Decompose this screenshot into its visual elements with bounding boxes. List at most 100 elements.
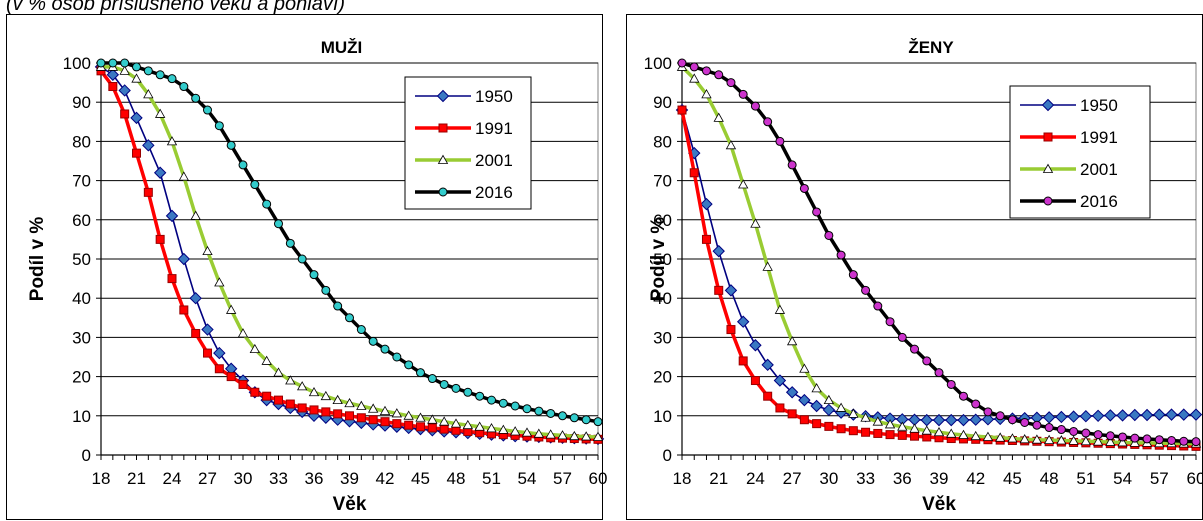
legend-item-1991: 1991 — [415, 119, 513, 138]
y-tick-label: 60 — [72, 211, 91, 230]
series-2001 — [95, 61, 604, 441]
data-point — [309, 270, 319, 280]
legend: 1950 1991 2001 2016 — [1009, 85, 1151, 219]
data-point — [154, 108, 166, 118]
data-point — [190, 210, 201, 220]
data-point — [203, 105, 212, 115]
legend-label: 1950 — [475, 87, 513, 106]
data-point — [1056, 435, 1067, 445]
data-point — [462, 419, 474, 430]
legend-item-1950: 1950 — [1020, 96, 1118, 115]
x-tick-label: 27 — [198, 469, 217, 488]
y-tick-label: 100 — [644, 54, 672, 73]
x-tick-label: 60 — [589, 469, 608, 488]
x-tick-label: 33 — [856, 469, 875, 488]
data-point — [332, 394, 343, 405]
data-point — [1118, 432, 1128, 442]
data-point — [249, 343, 261, 354]
data-point — [1067, 410, 1080, 423]
data-point — [439, 424, 449, 434]
data-point — [238, 379, 248, 389]
data-point — [167, 274, 177, 284]
x-tick-label: 27 — [783, 469, 802, 488]
data-point — [932, 413, 946, 427]
x-tick-label: 54 — [1113, 469, 1132, 488]
data-point — [179, 82, 189, 92]
data-point — [836, 424, 846, 434]
legend-item-2001: 2001 — [415, 151, 513, 170]
data-point — [787, 409, 797, 419]
data-point — [546, 408, 556, 418]
data-point — [509, 426, 521, 436]
x-axis-title: Věk — [922, 494, 956, 515]
y-tick-label: 20 — [72, 368, 91, 387]
data-point — [1140, 408, 1154, 422]
legend-label: 1950 — [1080, 96, 1118, 115]
data-point — [498, 398, 508, 408]
data-point — [738, 89, 748, 99]
data-point — [558, 411, 567, 421]
data-point — [214, 364, 224, 374]
data-point — [391, 408, 403, 418]
data-point — [262, 391, 272, 401]
legend-swatch-marker — [436, 89, 450, 103]
x-tick-label: 18 — [92, 469, 111, 488]
x-tick-label: 45 — [411, 469, 430, 488]
y-tick-label: 40 — [653, 289, 672, 308]
x-tick-label: 30 — [819, 469, 838, 488]
data-point — [824, 230, 834, 240]
data-point — [1128, 408, 1142, 422]
series-2001 — [676, 61, 1202, 448]
data-point — [1031, 434, 1043, 444]
legend-label: 1991 — [1080, 128, 1118, 147]
data-point — [108, 58, 118, 68]
data-point — [1055, 410, 1068, 424]
data-point — [836, 250, 846, 260]
x-tick-label: 48 — [1040, 469, 1059, 488]
data-point — [1081, 428, 1091, 438]
data-point — [321, 285, 331, 295]
data-point — [701, 234, 711, 244]
data-point — [226, 140, 236, 150]
data-point — [285, 238, 295, 248]
data-point — [773, 374, 787, 387]
data-point — [726, 78, 736, 88]
chart-caption: (v % osob příslušného věku a pohlaví) — [6, 0, 346, 15]
data-point — [884, 419, 896, 429]
y-tick-label: 30 — [653, 328, 672, 347]
data-point — [861, 427, 871, 437]
data-point — [1032, 420, 1042, 430]
x-tick-label: 30 — [234, 469, 253, 488]
data-point — [1153, 408, 1166, 421]
data-point — [689, 62, 699, 72]
data-point — [404, 420, 414, 430]
legend-label: 2016 — [1080, 192, 1118, 211]
data-point — [274, 395, 283, 405]
data-point — [812, 419, 822, 429]
data-point — [593, 417, 603, 427]
x-tick-label: 33 — [269, 469, 288, 488]
data-point — [131, 73, 142, 83]
data-point — [1177, 408, 1190, 421]
data-point — [921, 425, 932, 435]
data-point — [439, 379, 449, 389]
data-point — [450, 418, 462, 428]
x-tick-label: 51 — [1076, 469, 1095, 488]
x-tick-label: 54 — [518, 469, 537, 488]
data-point — [873, 301, 883, 311]
data-point — [1007, 415, 1017, 425]
data-point — [860, 412, 871, 422]
data-point — [1165, 408, 1178, 421]
y-tick-label: 10 — [653, 407, 672, 426]
y-tick-label: 80 — [653, 132, 672, 151]
data-point — [763, 117, 773, 127]
data-point — [345, 411, 354, 421]
legend-swatch-marker — [438, 187, 448, 197]
data-point — [581, 415, 591, 425]
x-tick-label: 39 — [930, 469, 949, 488]
data-point — [677, 105, 687, 115]
data-point — [569, 413, 579, 423]
legend-item-1991: 1991 — [1020, 128, 1118, 147]
legend-item-2016: 2016 — [415, 183, 513, 202]
data-point — [132, 62, 141, 72]
